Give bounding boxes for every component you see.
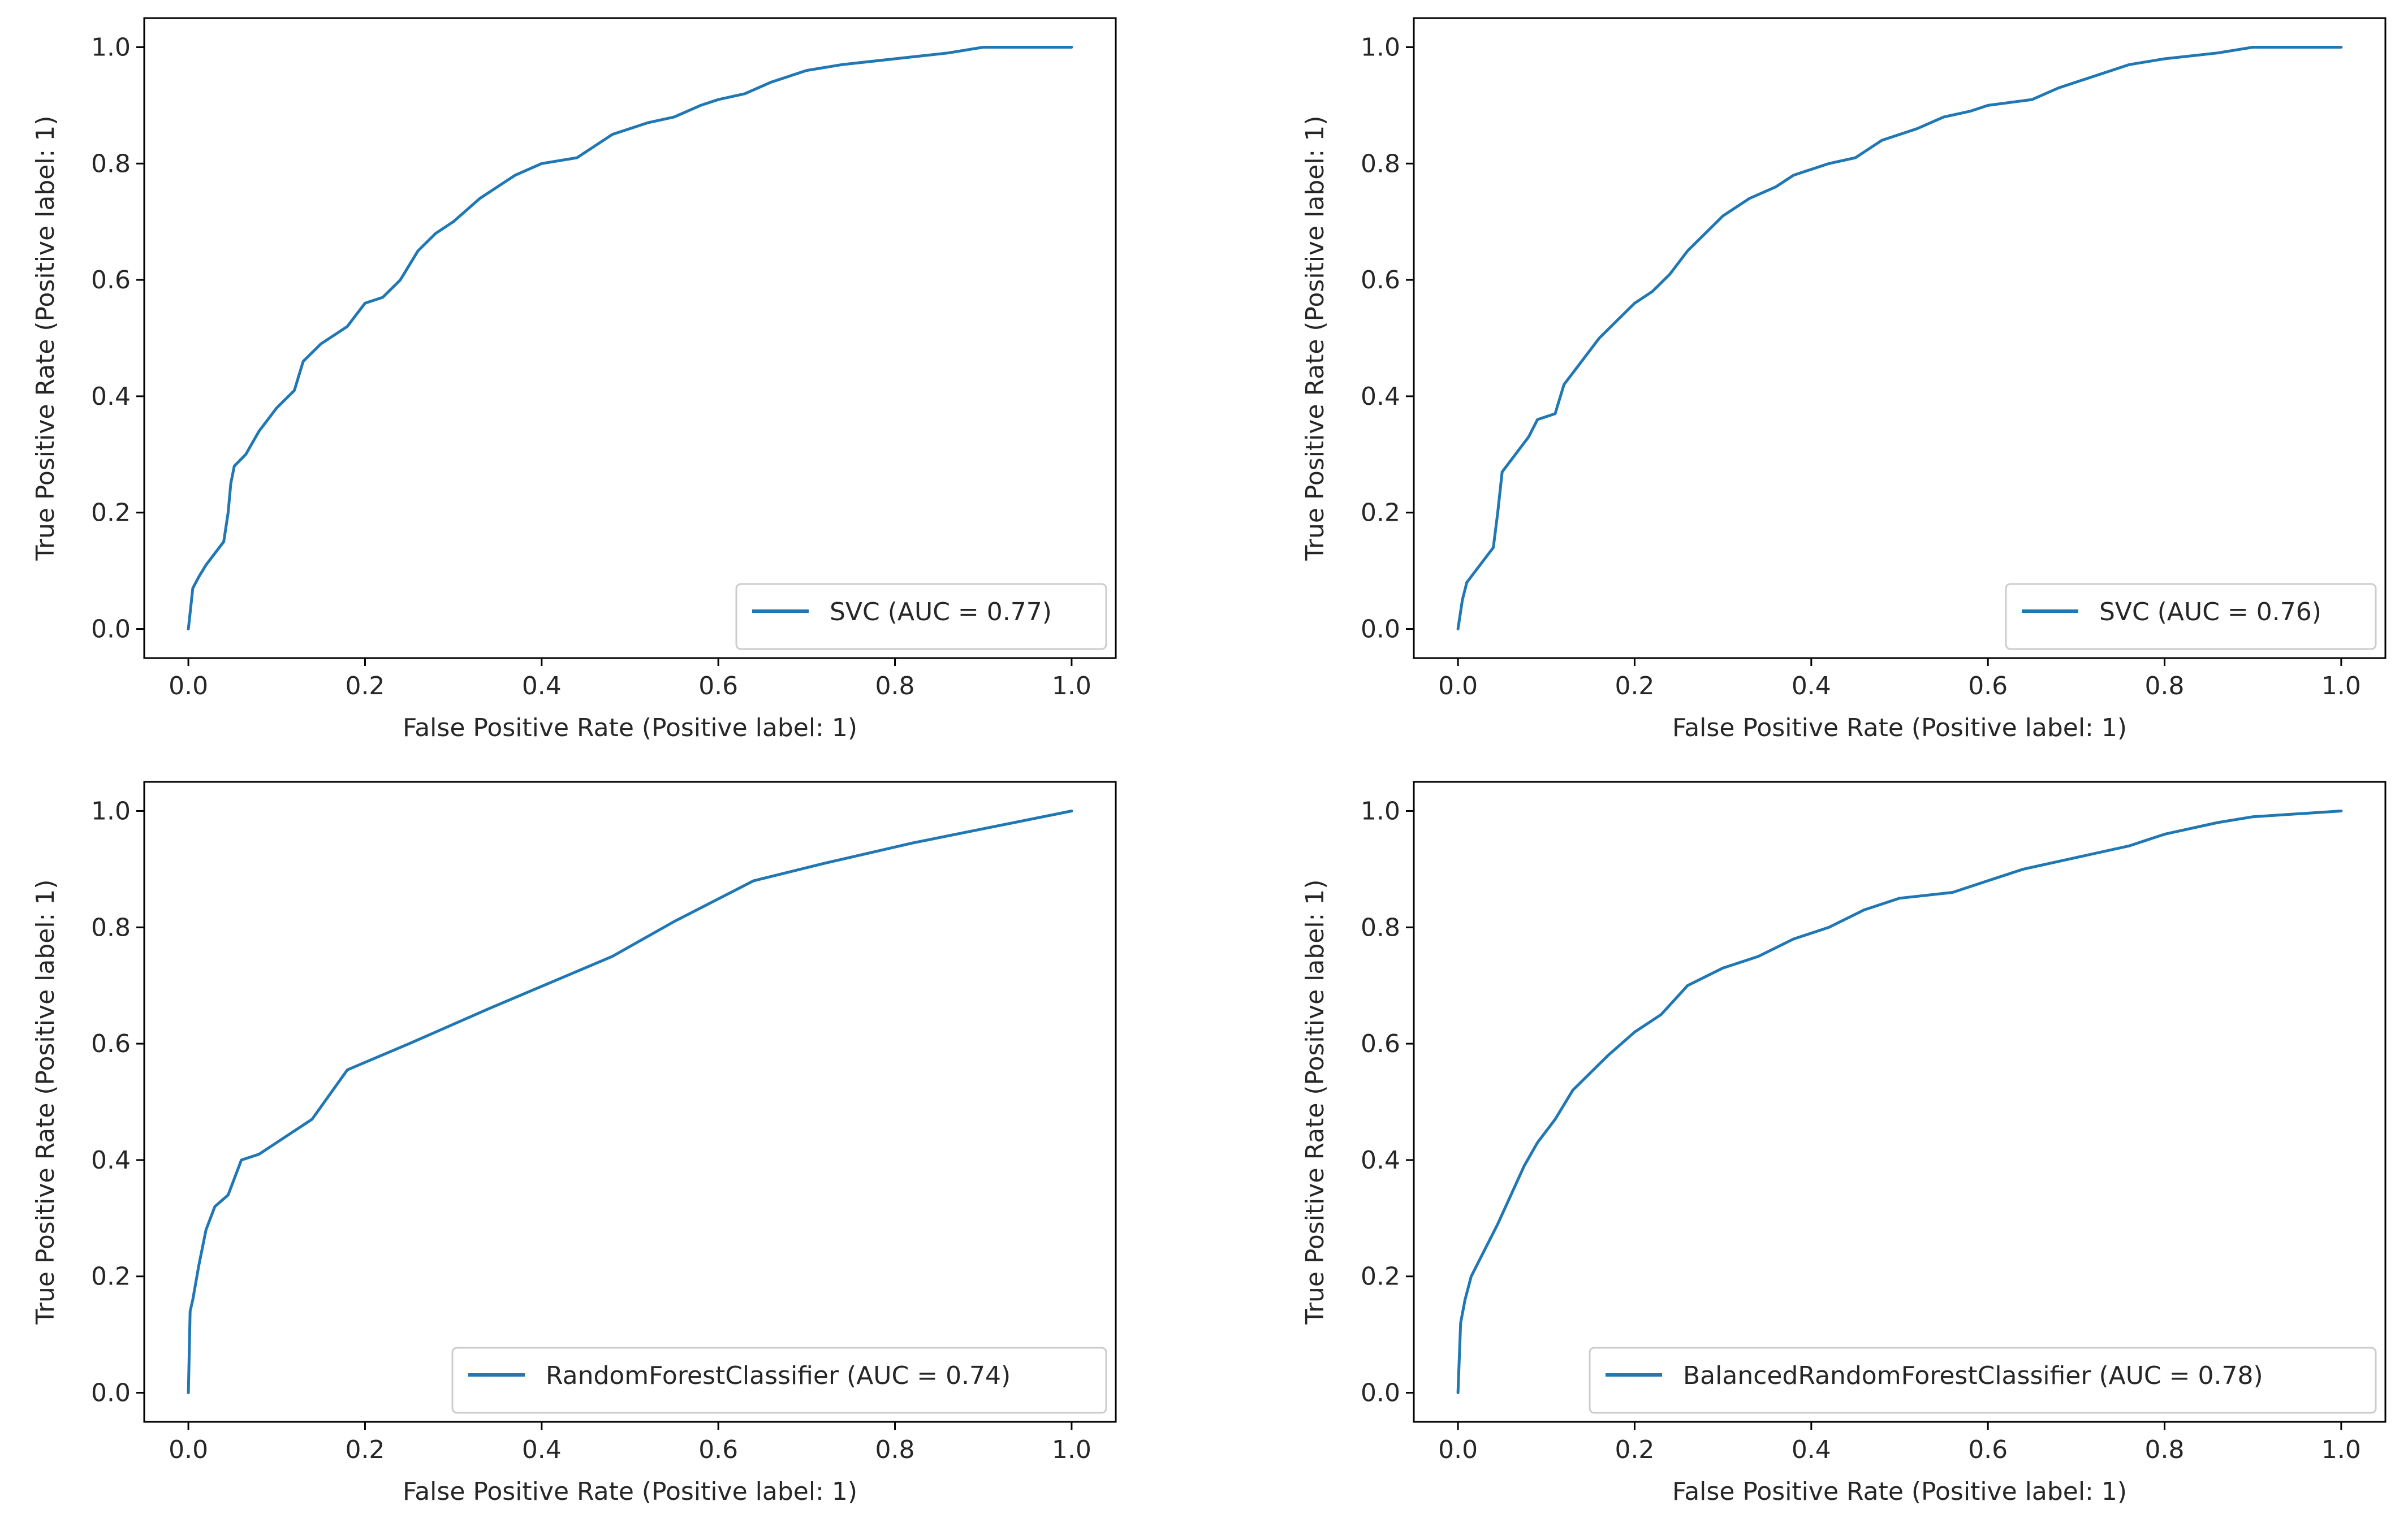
y-tick-label: 0.8 (91, 149, 131, 178)
legend-label: BalancedRandomForestClassifier (AUC = 0.… (1683, 1361, 2263, 1390)
x-tick-label: 1.0 (1052, 672, 1091, 700)
y-tick-label: 0.0 (1361, 615, 1400, 644)
x-axis-label: False Positive Rate (Positive label: 1) (1672, 1477, 2127, 1506)
x-tick-label: 0.4 (522, 1435, 562, 1464)
x-tick-label: 1.0 (2321, 1435, 2361, 1464)
x-tick-label: 0.8 (875, 1435, 915, 1464)
y-axis-label: True Positive Rate (Positive label: 1) (1301, 115, 1330, 561)
roc-curve (1456, 810, 2343, 1394)
x-tick-label: 0.8 (2145, 1435, 2185, 1464)
x-axis-label: False Positive Rate (Positive label: 1) (1672, 713, 2127, 742)
roc-curve (1456, 46, 2343, 630)
y-tick-label: 0.6 (1361, 266, 1400, 295)
series-lines (1456, 46, 2343, 630)
x-tick-label: 0.4 (1792, 1435, 1831, 1464)
legend: RandomForestClassifier (AUC = 0.74) (451, 1347, 1107, 1414)
x-tick-label: 1.0 (1052, 1435, 1091, 1464)
x-tick-label: 0.8 (875, 672, 915, 700)
roc-panel-svc-1: 0.0 0.2 0.4 0.6 0.8 1.0 0.0 0.2 0.4 0.6 0.8 1.0 Fal… (31, 17, 1117, 742)
y-tick-label: 0.8 (1361, 913, 1400, 942)
axis-ticks: 0.0 0.2 0.4 0.6 0.8 1.0 0.0 0.2 0.4 0.6 0.8 1.0 (1361, 33, 2361, 700)
x-tick-label: 0.2 (345, 672, 385, 700)
series-lines (1456, 810, 2343, 1394)
y-tick-label: 0.8 (1361, 149, 1400, 178)
y-tick-label: 0.2 (1361, 1262, 1400, 1291)
legend-label: SVC (AUC = 0.77) (830, 598, 1052, 626)
legend-box (2005, 583, 2377, 650)
y-tick-label: 1.0 (1361, 33, 1400, 62)
plot-frame (143, 17, 1117, 659)
y-axis-label: True Positive Rate (Positive label: 1) (31, 879, 60, 1325)
y-tick-label: 0.0 (91, 1379, 131, 1408)
y-tick-label: 0.0 (91, 615, 131, 644)
y-tick-label: 0.6 (1361, 1029, 1400, 1058)
series-lines (187, 46, 1073, 630)
series-lines (187, 810, 1073, 1394)
legend: SVC (AUC = 0.77) (735, 583, 1107, 650)
x-tick-label: 1.0 (2321, 672, 2361, 700)
x-tick-label: 0.6 (1968, 672, 2008, 700)
legend-box (451, 1347, 1107, 1414)
y-tick-label: 1.0 (1361, 797, 1400, 825)
y-tick-label: 1.0 (91, 33, 131, 62)
legend: SVC (AUC = 0.76) (2005, 583, 2377, 650)
y-tick-label: 0.6 (91, 1029, 131, 1058)
legend-box (1589, 1347, 2377, 1414)
legend-label: RandomForestClassifier (AUC = 0.74) (546, 1361, 1011, 1390)
x-tick-label: 0.2 (1615, 1435, 1654, 1464)
y-axis-label: True Positive Rate (Positive label: 1) (31, 115, 60, 561)
x-tick-label: 0.4 (522, 672, 562, 700)
plot-frame (1413, 781, 2387, 1423)
y-tick-label: 0.4 (1361, 1146, 1400, 1175)
x-tick-label: 0.2 (1615, 672, 1654, 700)
roc-panel-random-forest: 0.0 0.2 0.4 0.6 0.8 1.0 0.0 0.2 0.4 0.6 0.8 1.0 Fal… (31, 781, 1117, 1506)
x-tick-label: 0.8 (2145, 672, 2185, 700)
roc-panel-svc-2: 0.0 0.2 0.4 0.6 0.8 1.0 0.0 0.2 0.4 0.6 0.8 1.0 Fal… (1301, 17, 2387, 742)
y-axis-label: True Positive Rate (Positive label: 1) (1301, 879, 1330, 1325)
x-axis-label: False Positive Rate (Positive label: 1) (403, 1477, 857, 1506)
y-tick-label: 0.2 (1361, 499, 1400, 527)
plot-frame (1413, 17, 2387, 659)
axis-ticks: 0.0 0.2 0.4 0.6 0.8 1.0 0.0 0.2 0.4 0.6 0.8 1.0 (1361, 797, 2361, 1464)
y-tick-label: 0.4 (91, 382, 131, 411)
x-tick-label: 0.6 (698, 672, 738, 700)
x-tick-label: 0.0 (1438, 672, 1478, 700)
legend: BalancedRandomForestClassifier (AUC = 0.… (1589, 1347, 2377, 1414)
y-tick-label: 0.2 (91, 1262, 131, 1291)
x-tick-label: 0.6 (1968, 1435, 2008, 1464)
y-tick-label: 0.4 (1361, 382, 1400, 411)
y-tick-label: 0.2 (91, 499, 131, 527)
axis-ticks: 0.0 0.2 0.4 0.6 0.8 1.0 0.0 0.2 0.4 0.6 0.8 1.0 (91, 33, 1091, 700)
axis-ticks: 0.0 0.2 0.4 0.6 0.8 1.0 0.0 0.2 0.4 0.6 0.8 1.0 (91, 797, 1091, 1464)
x-axis-label: False Positive Rate (Positive label: 1) (403, 713, 857, 742)
y-tick-label: 1.0 (91, 797, 131, 825)
x-tick-label: 0.6 (698, 1435, 738, 1464)
x-tick-label: 0.4 (1792, 672, 1831, 700)
x-tick-label: 0.0 (169, 672, 208, 700)
plot-frame (143, 781, 1117, 1423)
roc-curve (187, 46, 1073, 630)
legend-label: SVC (AUC = 0.76) (2099, 598, 2321, 626)
y-tick-label: 0.8 (91, 913, 131, 942)
y-tick-label: 0.6 (91, 266, 131, 295)
x-tick-label: 0.0 (169, 1435, 208, 1464)
y-tick-label: 0.0 (1361, 1379, 1400, 1408)
legend-box (735, 583, 1107, 650)
x-tick-label: 0.0 (1438, 1435, 1478, 1464)
roc-curve (187, 810, 1073, 1394)
roc-panel-balanced-random-forest: 0.0 0.2 0.4 0.6 0.8 1.0 0.0 0.2 0.4 0.6 0.8 1.0 Fal… (1301, 781, 2387, 1506)
x-tick-label: 0.2 (345, 1435, 385, 1464)
y-tick-label: 0.4 (91, 1146, 131, 1175)
